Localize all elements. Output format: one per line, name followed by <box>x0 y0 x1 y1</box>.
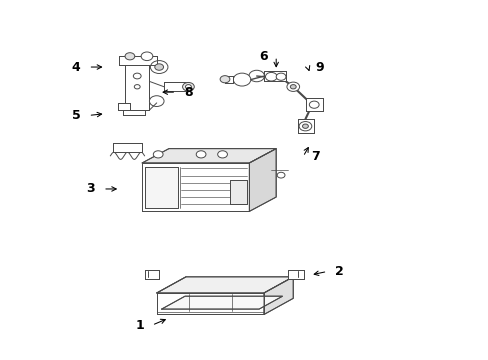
Circle shape <box>182 82 194 91</box>
Polygon shape <box>113 143 142 152</box>
Text: 2: 2 <box>334 265 343 278</box>
Polygon shape <box>298 119 314 134</box>
Circle shape <box>302 124 308 129</box>
Circle shape <box>276 73 285 80</box>
Polygon shape <box>306 98 322 111</box>
Circle shape <box>299 122 311 131</box>
Circle shape <box>290 85 296 89</box>
Circle shape <box>125 53 135 60</box>
Circle shape <box>277 172 285 178</box>
Polygon shape <box>157 293 264 315</box>
Circle shape <box>149 96 163 107</box>
Polygon shape <box>125 60 149 110</box>
Polygon shape <box>119 56 157 65</box>
Text: 6: 6 <box>259 50 268 63</box>
Circle shape <box>133 73 141 79</box>
Circle shape <box>150 60 167 73</box>
Polygon shape <box>264 71 285 81</box>
Polygon shape <box>142 163 249 211</box>
Text: 7: 7 <box>310 150 319 163</box>
Circle shape <box>217 151 227 158</box>
Text: 4: 4 <box>72 60 81 73</box>
Text: 1: 1 <box>135 319 144 332</box>
Text: 8: 8 <box>184 86 192 99</box>
Text: 9: 9 <box>315 60 324 73</box>
Polygon shape <box>229 180 246 204</box>
Circle shape <box>265 72 277 81</box>
Circle shape <box>220 76 229 83</box>
Circle shape <box>196 151 205 158</box>
Circle shape <box>141 52 153 60</box>
Circle shape <box>286 82 299 91</box>
Polygon shape <box>264 277 293 315</box>
Circle shape <box>185 85 191 89</box>
Polygon shape <box>161 296 282 309</box>
Polygon shape <box>122 110 144 116</box>
Circle shape <box>134 85 140 89</box>
Circle shape <box>153 151 163 158</box>
Polygon shape <box>118 103 130 110</box>
Circle shape <box>233 73 250 86</box>
Circle shape <box>309 101 319 108</box>
Text: 5: 5 <box>72 109 81 122</box>
Polygon shape <box>224 76 233 83</box>
Polygon shape <box>144 270 159 279</box>
Polygon shape <box>249 149 276 211</box>
Text: 3: 3 <box>86 183 95 195</box>
Polygon shape <box>288 270 304 279</box>
Circle shape <box>155 64 163 70</box>
Polygon shape <box>163 82 188 91</box>
Polygon shape <box>157 277 293 293</box>
Polygon shape <box>144 167 177 208</box>
Polygon shape <box>142 149 276 163</box>
Circle shape <box>248 70 264 82</box>
